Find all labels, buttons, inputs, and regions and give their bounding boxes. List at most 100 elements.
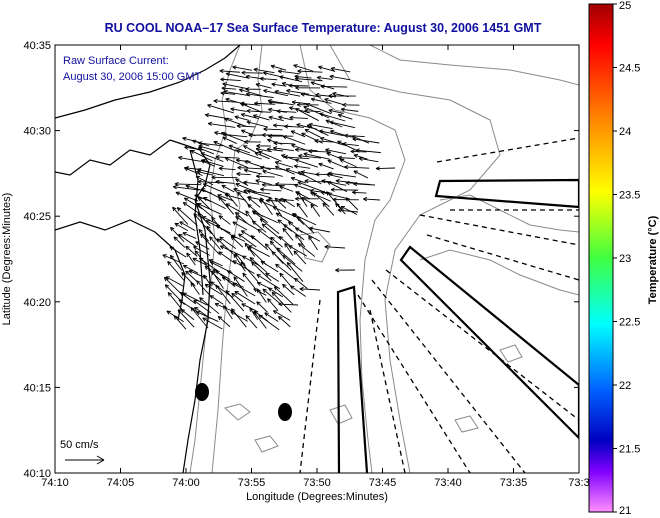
y-axis-label: Latitude (Degrees:Minutes) bbox=[1, 193, 13, 326]
y-axis-ticks: 40:35 40:30 40:25 40:20 40:15 40:10 bbox=[23, 40, 579, 480]
x-tick-label: 73:40 bbox=[434, 477, 462, 489]
current-vector bbox=[256, 174, 275, 179]
current-vector bbox=[246, 189, 272, 199]
coastline bbox=[55, 45, 241, 473]
current-vector bbox=[318, 129, 344, 137]
current-vector bbox=[255, 147, 272, 153]
current-vector bbox=[218, 215, 231, 225]
current-vector bbox=[247, 196, 261, 208]
current-vector bbox=[301, 197, 318, 208]
current-vector bbox=[201, 158, 224, 167]
current-vector bbox=[279, 185, 294, 192]
current-vector bbox=[337, 113, 353, 120]
current-vector bbox=[190, 307, 209, 329]
current-legend-line1: Raw Surface Current: bbox=[63, 55, 169, 67]
current-vector bbox=[176, 207, 198, 227]
current-vector bbox=[278, 315, 291, 328]
current-vector bbox=[328, 93, 356, 99]
current-vector bbox=[284, 124, 305, 129]
current-vector bbox=[291, 143, 308, 151]
current-vector bbox=[339, 158, 357, 168]
map-title: RU COOL NOAA–17 Sea Surface Temperature:… bbox=[105, 21, 542, 35]
current-vector bbox=[220, 77, 241, 82]
y-tick-label: 40:10 bbox=[23, 468, 51, 480]
current-vector bbox=[209, 236, 221, 250]
current-vector bbox=[238, 233, 257, 248]
current-vector bbox=[222, 82, 249, 90]
current-vector bbox=[294, 183, 311, 191]
current-vector bbox=[285, 168, 307, 177]
colorbar-tick-label: 21 bbox=[619, 505, 631, 517]
current-vector bbox=[211, 270, 224, 289]
current-vector bbox=[202, 317, 223, 330]
current-vector bbox=[256, 288, 267, 303]
current-vector bbox=[255, 82, 272, 89]
current-vector bbox=[218, 196, 235, 215]
current-vector bbox=[230, 311, 248, 322]
current-vector bbox=[340, 205, 358, 215]
current-vector bbox=[299, 286, 321, 292]
current-vector bbox=[295, 108, 320, 122]
x-axis-label: Longitude (Degrees:Minutes) bbox=[246, 491, 388, 503]
current-vector bbox=[318, 65, 336, 72]
current-vector bbox=[282, 227, 294, 241]
current-vector bbox=[261, 223, 281, 240]
current-vector bbox=[251, 261, 272, 282]
current-vector bbox=[297, 181, 324, 192]
current-vector bbox=[327, 159, 347, 169]
current-vector bbox=[235, 149, 262, 160]
current-vector bbox=[328, 171, 356, 178]
current-vector bbox=[267, 298, 279, 311]
current-vector bbox=[197, 196, 211, 210]
current-vector bbox=[203, 183, 227, 194]
surface-current-vectors bbox=[162, 64, 396, 331]
sensor-beam-outlines bbox=[336, 178, 579, 473]
current-vector bbox=[308, 235, 318, 251]
buoy-marker bbox=[278, 403, 292, 421]
current-vector bbox=[296, 191, 308, 207]
current-vector bbox=[232, 260, 255, 275]
current-vector bbox=[196, 280, 211, 296]
current-vector bbox=[282, 135, 306, 145]
current-vector bbox=[224, 117, 248, 127]
current-vector bbox=[244, 139, 261, 145]
current-vector bbox=[268, 287, 284, 298]
current-vector bbox=[322, 202, 335, 216]
current-vector bbox=[244, 242, 256, 257]
current-vector bbox=[240, 261, 259, 283]
current-vector bbox=[335, 268, 356, 273]
current-vector bbox=[241, 303, 257, 312]
current-vector bbox=[196, 170, 213, 176]
current-vector bbox=[207, 103, 234, 114]
current-vector bbox=[282, 255, 303, 272]
current-vector bbox=[183, 167, 203, 177]
current-vector bbox=[353, 170, 369, 179]
current-vector bbox=[240, 102, 263, 113]
current-vector bbox=[297, 69, 323, 74]
current-vector bbox=[295, 227, 321, 242]
current-vector bbox=[218, 166, 236, 171]
current-legend-line2: August 30, 2006 15:00 GMT bbox=[63, 71, 201, 83]
current-vector bbox=[284, 243, 294, 256]
current-vector bbox=[252, 210, 279, 224]
current-vector bbox=[204, 283, 223, 296]
current-vector bbox=[198, 141, 223, 147]
current-vector bbox=[278, 197, 294, 202]
y-tick-label: 40:25 bbox=[23, 211, 51, 223]
current-vector bbox=[294, 277, 308, 289]
colorbar-tick-label: 23.5 bbox=[619, 190, 640, 202]
colorbar-tick-label: 21.5 bbox=[619, 444, 640, 456]
current-vector bbox=[279, 272, 292, 287]
current-vector bbox=[240, 230, 257, 241]
current-vector bbox=[271, 251, 292, 271]
current-vector bbox=[224, 157, 249, 169]
current-vector bbox=[216, 238, 234, 255]
current-vector bbox=[200, 188, 227, 202]
current-vector bbox=[197, 202, 222, 215]
colorbar-tick-label: 23 bbox=[619, 253, 631, 265]
current-vector bbox=[232, 282, 256, 297]
current-vector bbox=[225, 72, 249, 79]
current-vector bbox=[198, 144, 224, 154]
current-vector bbox=[231, 308, 247, 328]
current-vector bbox=[279, 75, 303, 83]
